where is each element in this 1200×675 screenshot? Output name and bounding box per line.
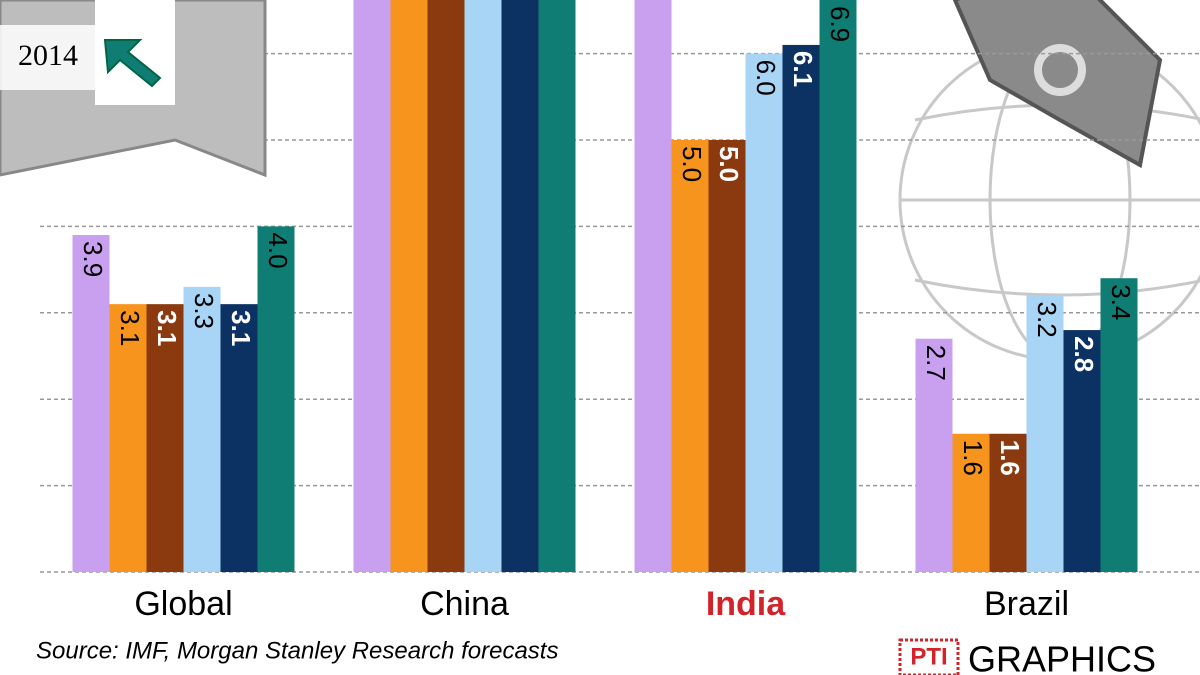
value-label: 2.8 xyxy=(1069,336,1099,372)
bar xyxy=(989,433,1027,572)
bar xyxy=(390,0,428,572)
source: Source: IMF, Morgan Stanley Research for… xyxy=(36,637,558,664)
bar xyxy=(708,139,746,572)
bar xyxy=(538,0,576,573)
bar xyxy=(952,433,990,572)
bar xyxy=(1100,278,1138,572)
value-label: 3.2 xyxy=(1032,302,1062,338)
value-label: 3.3 xyxy=(189,293,219,329)
bar xyxy=(257,226,295,572)
bar xyxy=(915,338,953,572)
bar xyxy=(464,0,502,573)
value-label: 1.6 xyxy=(958,440,988,476)
value-label: 4.0 xyxy=(263,232,293,268)
x-tick-label: Global xyxy=(134,585,232,623)
value-label: 6.1 xyxy=(788,51,818,87)
banner-year: 2014 xyxy=(18,39,78,72)
bar xyxy=(1026,295,1064,572)
bar xyxy=(427,0,465,572)
bar xyxy=(671,139,709,572)
value-label: 3.1 xyxy=(226,310,256,346)
banner: 2014 xyxy=(0,0,267,178)
bar xyxy=(501,0,539,572)
bar xyxy=(782,44,820,572)
bar xyxy=(220,304,258,572)
bar xyxy=(634,0,672,572)
bar xyxy=(1063,330,1101,572)
value-label: 3.4 xyxy=(1106,284,1136,320)
value-label: 1.6 xyxy=(995,440,1025,476)
value-label: 3.1 xyxy=(115,310,145,346)
bar xyxy=(72,235,110,572)
value-label: 5.0 xyxy=(714,146,744,182)
bar xyxy=(353,0,391,572)
bar xyxy=(146,304,184,572)
x-tick-label: China xyxy=(420,585,509,623)
bar xyxy=(819,0,857,573)
value-label: 6.9 xyxy=(825,6,855,42)
value-label: 5.0 xyxy=(677,146,707,182)
value-label: 3.9 xyxy=(78,241,108,277)
credit: GRAPHICS xyxy=(968,639,1156,675)
x-tick-label: Brazil xyxy=(984,585,1069,623)
value-label: 2.7 xyxy=(921,345,951,381)
bar xyxy=(109,304,147,572)
bar xyxy=(745,53,783,573)
credit-logo: PTI xyxy=(910,643,947,670)
x-tick-label: India xyxy=(706,585,786,623)
value-label: 3.1 xyxy=(152,310,182,346)
logo-box xyxy=(898,638,960,675)
value-label: 6.0 xyxy=(751,60,781,96)
bar xyxy=(183,286,221,572)
